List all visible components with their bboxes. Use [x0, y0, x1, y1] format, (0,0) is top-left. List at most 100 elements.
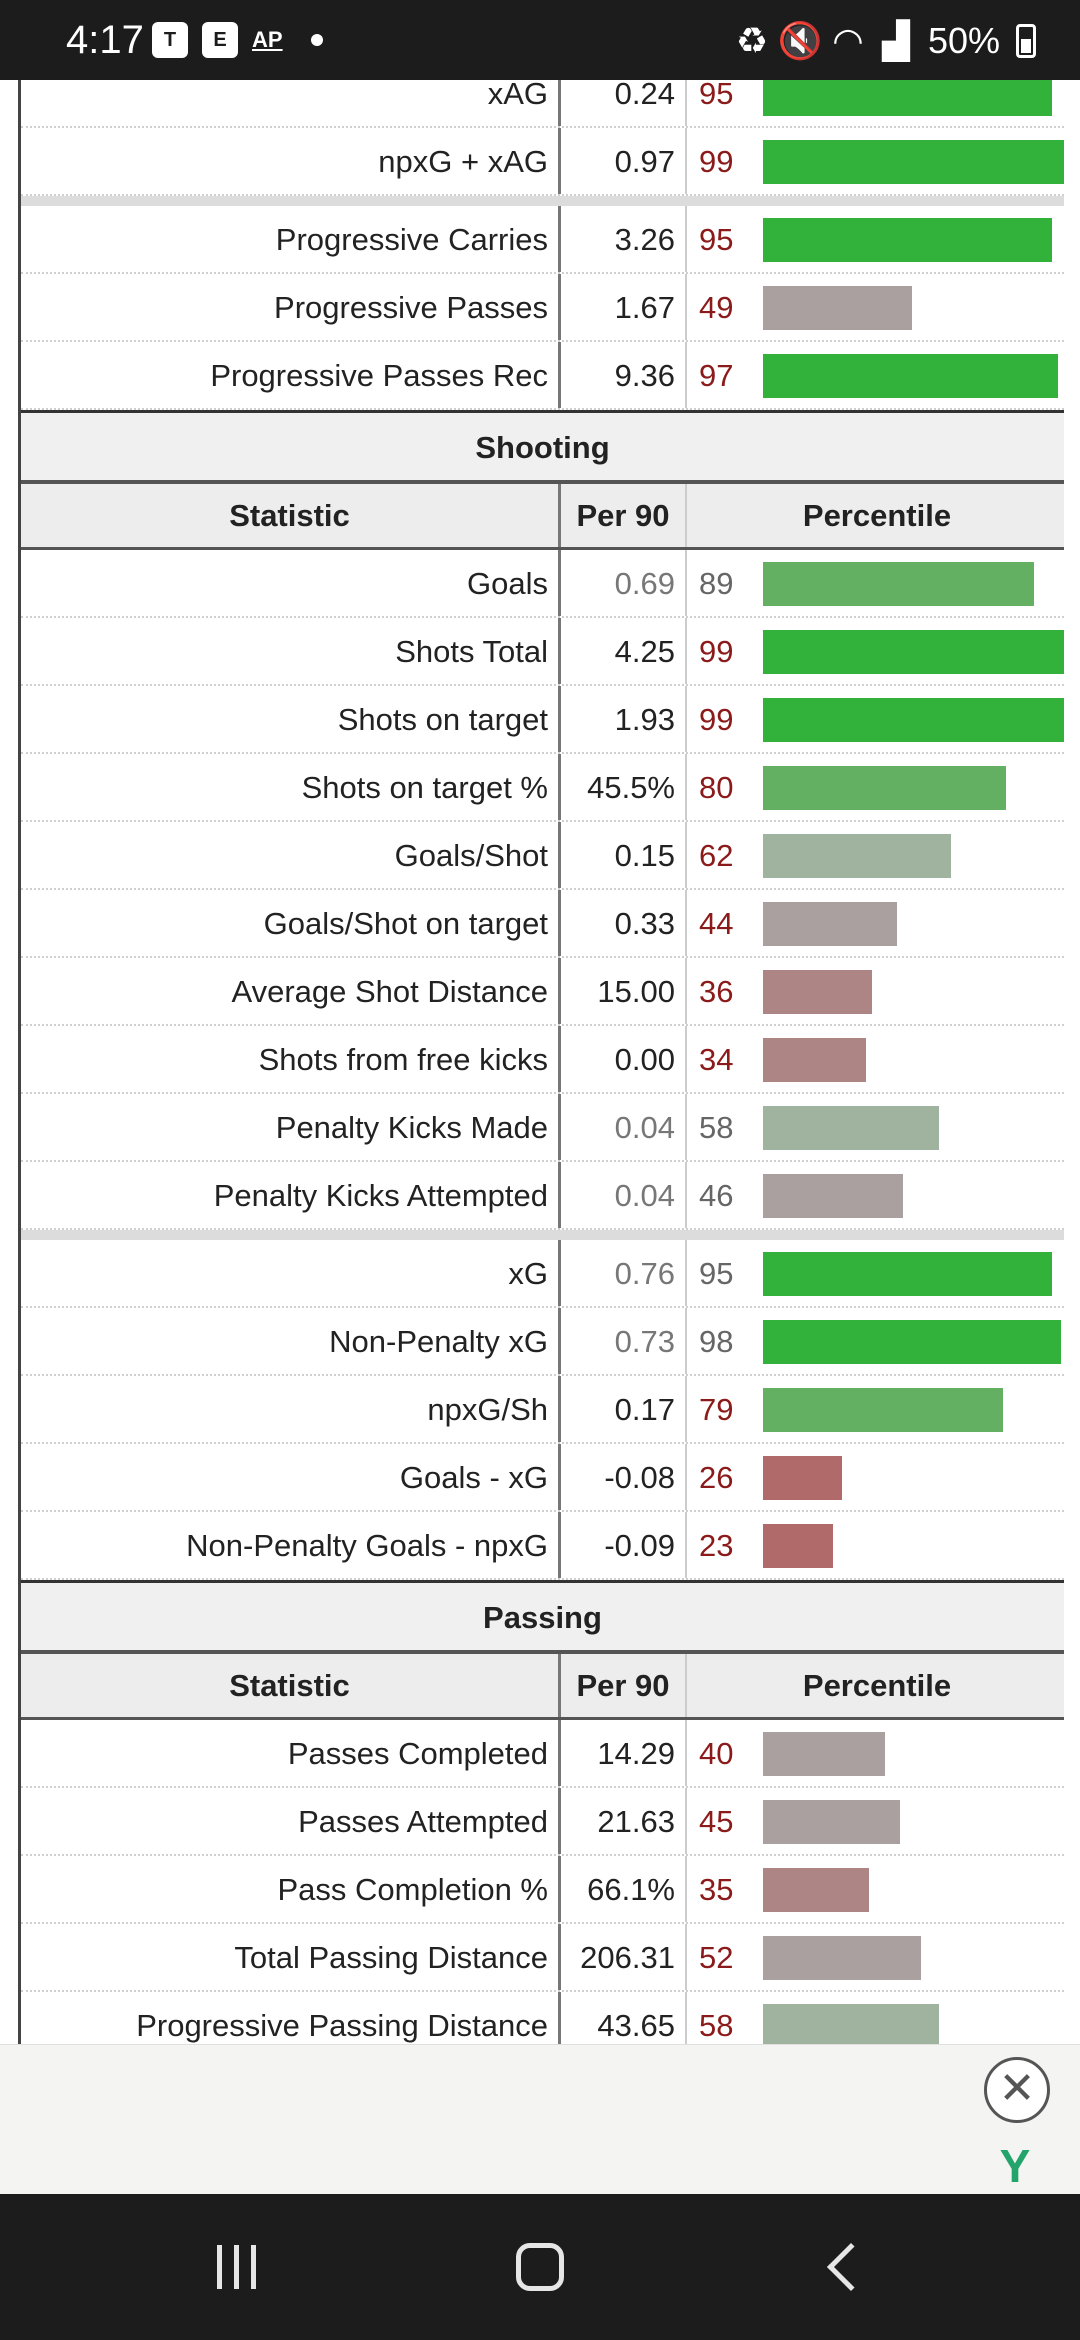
percentile-bar-track — [763, 970, 1067, 1014]
percentile-bar-track — [763, 80, 1067, 116]
table-header: Statistic Per 90 Percentile — [21, 480, 1064, 550]
statistic-name[interactable]: Progressive Carries — [21, 206, 561, 272]
per90-value: 0.33 — [561, 890, 687, 956]
statistic-name[interactable]: xAG — [21, 80, 561, 126]
percentile-cell: 40 — [687, 1720, 1067, 1786]
statistic-name[interactable]: Shots on target % — [21, 754, 561, 820]
status-time: 4:17 — [66, 18, 144, 62]
per90-value: 0.17 — [561, 1376, 687, 1442]
header-percentile[interactable]: Percentile — [802, 1668, 952, 1703]
table-row: Non-Penalty Goals - npxG -0.09 23 — [21, 1512, 1064, 1580]
table-row: Progressive Passes Rec 9.36 97 — [21, 342, 1064, 410]
percentile-value: 95 — [699, 222, 734, 257]
percentile-cell: 79 — [687, 1376, 1067, 1442]
header-percentile[interactable]: Percentile — [802, 498, 952, 533]
statistic-name[interactable]: xG — [21, 1240, 561, 1306]
header-statistic[interactable]: Statistic — [21, 1654, 561, 1717]
per90-value: 0.97 — [561, 128, 687, 194]
per90-value: 21.63 — [561, 1788, 687, 1854]
stats-content[interactable]: xAG 0.24 95 npxG + xAG 0.97 99 Progressive Car… — [0, 80, 1080, 2044]
header-statistic[interactable]: Statistic — [21, 484, 561, 547]
statistic-name[interactable]: Progressive Passes — [21, 274, 561, 340]
statistic-name[interactable]: Penalty Kicks Attempted — [21, 1162, 561, 1228]
table-row: Shots on target % 45.5% 80 — [21, 754, 1064, 822]
statistic-name[interactable]: Progressive Passing Distance — [21, 1992, 561, 2044]
percentile-cell: 97 — [687, 342, 1067, 408]
percentile-bar — [763, 140, 1064, 184]
header-per90[interactable]: Per 90 — [561, 1654, 687, 1717]
statistic-name[interactable]: npxG/Sh — [21, 1376, 561, 1442]
statistic-name[interactable]: Passes Attempted — [21, 1788, 561, 1854]
percentile-bar — [763, 834, 952, 878]
table-row: Goals/Shot on target 0.33 44 — [21, 890, 1064, 958]
statistic-name[interactable]: Non-Penalty Goals - npxG — [21, 1512, 561, 1578]
percentile-bar — [763, 1456, 843, 1500]
table-row: Average Shot Distance 15.00 36 — [21, 958, 1064, 1026]
percentile-cell: 44 — [687, 890, 1067, 956]
back-button[interactable] — [804, 2234, 884, 2300]
percentile-bar — [763, 970, 873, 1014]
statistic-name[interactable]: Goals/Shot on target — [21, 890, 561, 956]
statistic-name[interactable]: Shots Total — [21, 618, 561, 684]
statistic-name[interactable]: Progressive Passes Rec — [21, 342, 561, 408]
ad-banner[interactable]: ✕ Y — [0, 2044, 1080, 2194]
percentile-bar-track — [763, 1174, 1067, 1218]
percentile-cell: 58 — [687, 1094, 1067, 1160]
statistic-name[interactable]: npxG + xAG — [21, 128, 561, 194]
percentile-bar — [763, 2004, 940, 2044]
percentile-value: 97 — [699, 358, 734, 393]
statistic-name[interactable]: Shots on target — [21, 686, 561, 752]
percentile-cell: 80 — [687, 754, 1067, 820]
percentile-value: 34 — [699, 1042, 734, 1077]
percentile-cell: 89 — [687, 550, 1067, 616]
statistic-name[interactable]: Shots from free kicks — [21, 1026, 561, 1092]
percentile-bar-track — [763, 1524, 1067, 1568]
statistic-name[interactable]: Goals - xG — [21, 1444, 561, 1510]
statistic-name[interactable]: Goals — [21, 550, 561, 616]
group-divider — [21, 1230, 1064, 1240]
percentile-bar — [763, 562, 1034, 606]
percentile-bar-track — [763, 218, 1067, 262]
battery-saver-icon: ♻ — [735, 20, 769, 61]
statistic-name[interactable]: Goals/Shot — [21, 822, 561, 888]
table-row: Non-Penalty xG 0.73 98 — [21, 1308, 1064, 1376]
percentile-value: 95 — [699, 80, 734, 111]
percentile-bar — [763, 1524, 833, 1568]
table-row: npxG + xAG 0.97 99 — [21, 128, 1064, 196]
percentile-value: 23 — [699, 1528, 734, 1563]
funnel-logo-icon[interactable]: Y — [999, 2140, 1031, 2192]
table-row: npxG/Sh 0.17 79 — [21, 1376, 1064, 1444]
percentile-bar-track — [763, 1252, 1067, 1296]
header-per90[interactable]: Per 90 — [561, 484, 687, 547]
per90-value: 9.36 — [561, 342, 687, 408]
per90-value: 0.73 — [561, 1308, 687, 1374]
percentile-bar-track — [763, 1320, 1067, 1364]
close-icon[interactable]: ✕ — [984, 2057, 1050, 2123]
statistic-name[interactable]: Total Passing Distance — [21, 1924, 561, 1990]
percentile-bar — [763, 1388, 1004, 1432]
statistic-name[interactable]: Average Shot Distance — [21, 958, 561, 1024]
percentile-value: 58 — [699, 2008, 734, 2043]
statistic-name[interactable]: Pass Completion % — [21, 1856, 561, 1922]
home-button[interactable] — [500, 2234, 580, 2300]
statistic-name[interactable]: Penalty Kicks Made — [21, 1094, 561, 1160]
percentile-value: 99 — [699, 634, 734, 669]
table-row: Goals/Shot 0.15 62 — [21, 822, 1064, 890]
per90-value: 0.24 — [561, 80, 687, 126]
percentile-bar-track — [763, 1038, 1067, 1082]
percentile-bar-track — [763, 2004, 1067, 2044]
statistic-name[interactable]: Non-Penalty xG — [21, 1308, 561, 1374]
percentile-bar — [763, 1800, 900, 1844]
recents-button[interactable] — [196, 2234, 276, 2300]
percentile-cell: 49 — [687, 274, 1067, 340]
percentile-bar — [763, 1038, 867, 1082]
percentile-cell: 46 — [687, 1162, 1067, 1228]
group-divider — [21, 196, 1064, 206]
percentile-value: 35 — [699, 1872, 734, 1907]
percentile-bar-track — [763, 1388, 1067, 1432]
percentile-value: 52 — [699, 1940, 734, 1975]
percentile-cell: 99 — [687, 686, 1067, 752]
percentile-bar-track — [763, 766, 1067, 810]
percentile-bar-track — [763, 1732, 1067, 1776]
statistic-name[interactable]: Passes Completed — [21, 1720, 561, 1786]
